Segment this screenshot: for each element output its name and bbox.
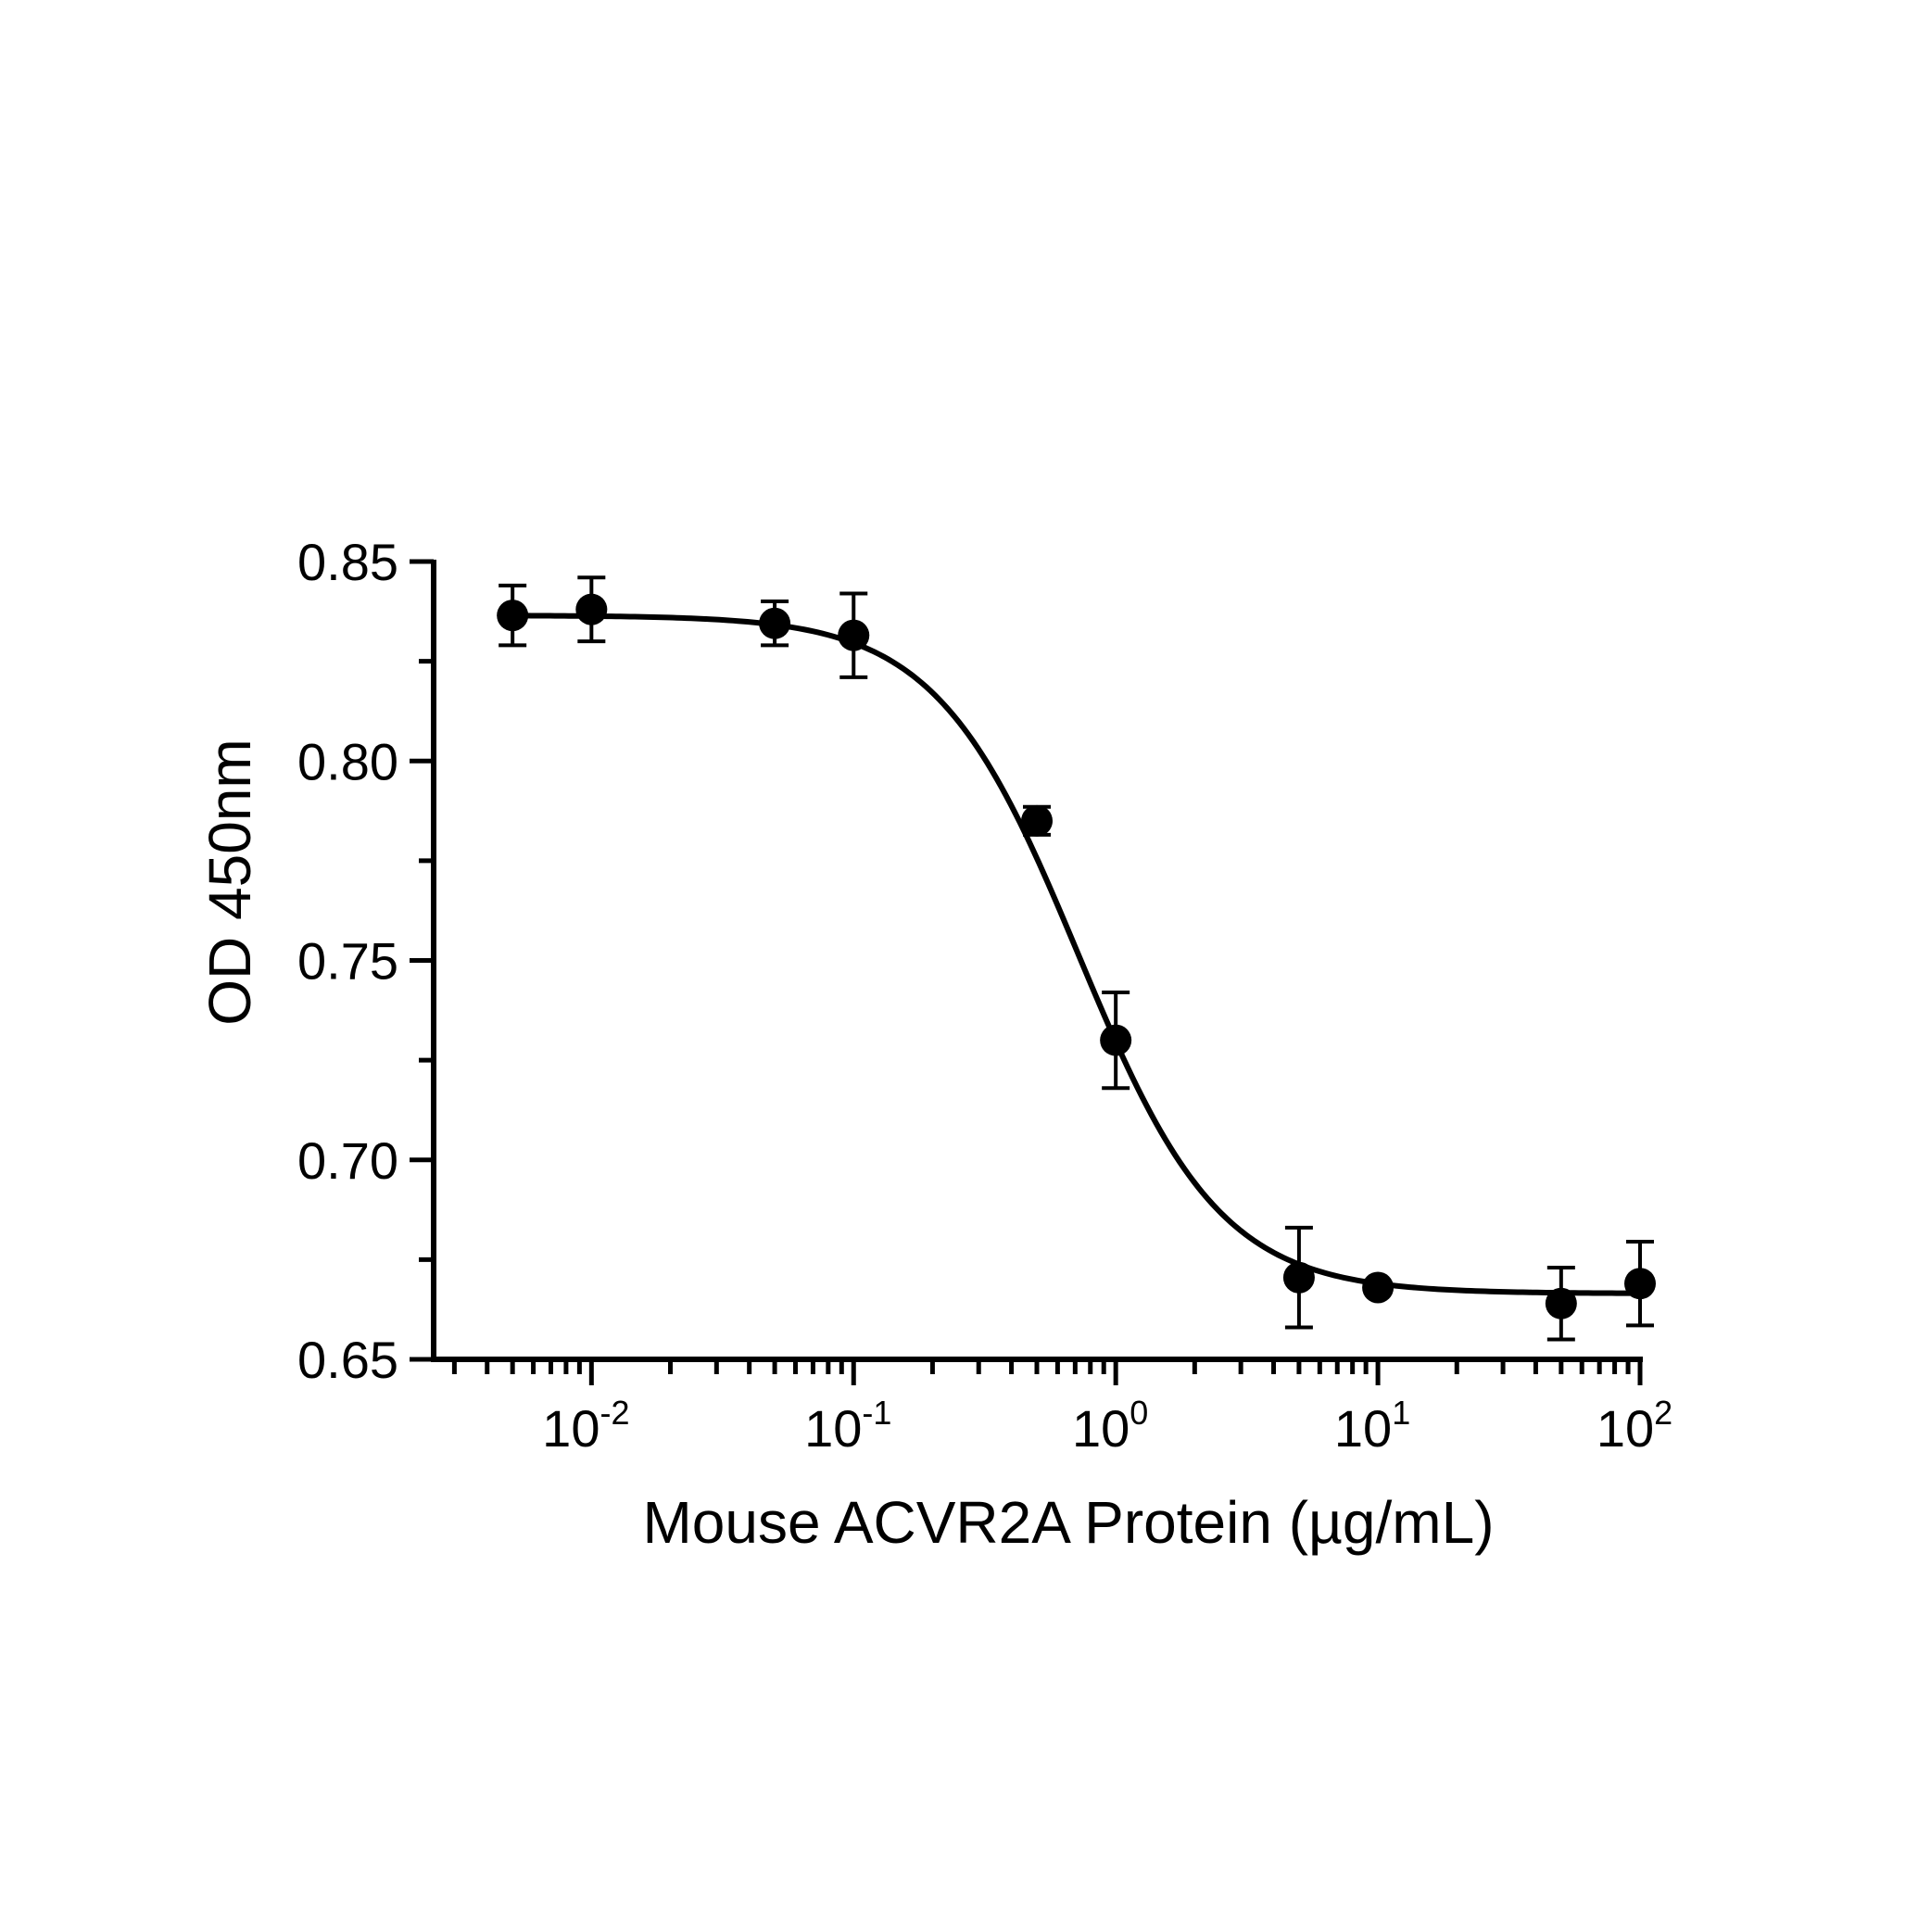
data-point	[1624, 1268, 1656, 1300]
data-point	[1545, 1287, 1577, 1320]
x-tick-exponent: 1	[1392, 1394, 1410, 1432]
data-point	[1100, 1024, 1132, 1056]
data-point	[497, 600, 529, 632]
x-tick-base: 10	[1597, 1399, 1654, 1458]
data-points	[497, 593, 1656, 1320]
x-tick-exponent: -1	[862, 1394, 891, 1432]
x-tick-label: 101	[1334, 1394, 1410, 1458]
y-tick-label: 0.65	[297, 1331, 398, 1389]
x-tick-label: 102	[1597, 1394, 1672, 1458]
error-bars	[499, 575, 1654, 1342]
x-tick-base: 10	[804, 1399, 862, 1458]
x-tick-exponent: -2	[599, 1394, 629, 1432]
x-tick-base: 10	[1072, 1399, 1130, 1458]
x-tick-label: 10-2	[542, 1394, 629, 1458]
x-tick-exponent: 2	[1654, 1394, 1672, 1432]
x-axis-title: Mouse ACVR2A Protein (µg/mL)	[642, 1489, 1494, 1556]
data-point	[1362, 1271, 1395, 1304]
data-point	[838, 619, 870, 651]
data-point	[1282, 1261, 1315, 1294]
data-point	[759, 607, 791, 639]
data-point	[575, 593, 608, 625]
x-tick-base: 10	[542, 1399, 599, 1458]
fit-curve	[512, 612, 1641, 1296]
y-tick-label: 0.70	[297, 1131, 398, 1190]
data-point	[1021, 804, 1053, 837]
y-tick-label: 0.80	[297, 732, 398, 790]
x-tick-label: 10-1	[804, 1394, 891, 1458]
axes	[410, 559, 1643, 1385]
y-axis-title: OD 450nm	[196, 739, 263, 1025]
x-tick-base: 10	[1334, 1399, 1392, 1458]
x-tick-exponent: 0	[1130, 1394, 1148, 1432]
x-tick-label: 100	[1072, 1394, 1148, 1458]
y-tick-label: 0.75	[297, 932, 398, 991]
y-tick-label: 0.85	[297, 533, 398, 591]
fit-curve-group	[512, 612, 1641, 1296]
